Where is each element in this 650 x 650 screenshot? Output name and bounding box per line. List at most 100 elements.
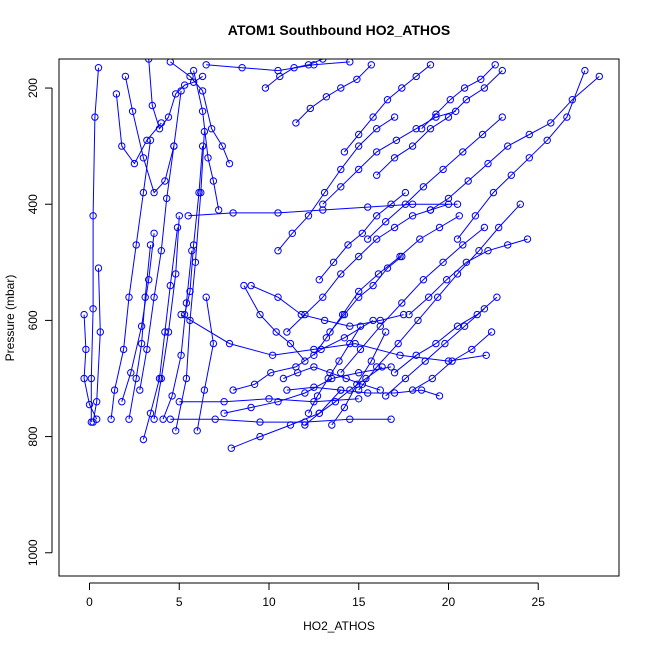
data-point (247, 281, 255, 290)
data-point (355, 369, 363, 377)
data-point (398, 299, 406, 307)
data-point (80, 310, 88, 319)
data-point (125, 415, 133, 423)
data-point (107, 415, 115, 423)
data-point (265, 395, 273, 403)
data-point (390, 154, 399, 162)
data-point (130, 159, 139, 168)
data-point (304, 409, 313, 417)
data-point (268, 351, 277, 359)
data-point (399, 310, 408, 319)
data-point (478, 130, 487, 139)
data-point (189, 66, 198, 75)
series-line-53 (206, 61, 350, 72)
series-line-33 (385, 308, 485, 397)
data-point (143, 345, 151, 354)
data-point (452, 107, 460, 116)
data-point (227, 444, 236, 452)
data-point (128, 107, 137, 116)
data-point (331, 398, 340, 406)
data-point (475, 247, 483, 255)
series-line-44 (295, 64, 372, 124)
data-point (315, 276, 323, 284)
data-point (112, 90, 121, 98)
data-point (229, 209, 237, 217)
data-point (412, 125, 420, 133)
data-point (310, 351, 318, 359)
data-point (301, 418, 309, 426)
plot-frame (58, 58, 620, 577)
series-line-46 (188, 203, 458, 217)
data-point (462, 258, 471, 266)
data-point (426, 206, 435, 214)
data-point (189, 78, 198, 86)
series-line-23 (250, 285, 404, 327)
data-point (355, 287, 363, 296)
series-line-36 (408, 238, 528, 315)
data-point (346, 415, 354, 423)
data-point (93, 398, 101, 406)
data-point (408, 200, 417, 208)
series-line-10 (162, 250, 193, 420)
data-point (328, 421, 336, 429)
data-point (202, 293, 210, 301)
data-point (435, 392, 444, 400)
data-point (373, 212, 381, 220)
data-point (247, 403, 255, 412)
series-line-39 (430, 76, 600, 211)
data-point (256, 418, 264, 426)
series-line-13 (196, 297, 214, 431)
y-axis-label: Pressure (mbar) (3, 275, 17, 362)
data-point (408, 142, 417, 150)
data-point (547, 119, 555, 127)
data-point (390, 369, 399, 377)
data-point (421, 357, 429, 365)
data-point (132, 374, 140, 383)
data-point (166, 415, 175, 423)
data-point (398, 252, 406, 261)
data-point (443, 276, 451, 284)
data-point (164, 328, 173, 336)
data-point (198, 142, 207, 150)
data-point (382, 328, 390, 336)
data-point (166, 59, 174, 66)
data-point (157, 247, 166, 255)
data-point (118, 142, 126, 150)
data-point (383, 264, 392, 272)
series-line-34 (394, 296, 498, 374)
data-point (186, 316, 194, 325)
data-point (595, 72, 603, 81)
data-point (373, 235, 381, 243)
data-point (256, 432, 264, 441)
data-point (301, 357, 309, 365)
data-point (493, 293, 501, 301)
data-point (337, 270, 345, 278)
data-point (448, 357, 456, 365)
data-point (351, 339, 359, 348)
data-point (200, 386, 209, 394)
data-point (498, 66, 506, 75)
data-point (460, 322, 469, 330)
data-point (367, 61, 375, 69)
data-point (390, 389, 399, 397)
data-point (125, 293, 133, 301)
data-point (563, 113, 571, 121)
data-point (414, 316, 422, 325)
data-point (346, 322, 354, 330)
data-point (480, 305, 489, 313)
data-point (161, 177, 169, 185)
data-point (319, 200, 327, 208)
data-point (416, 235, 424, 243)
data-point (504, 241, 512, 249)
data-point (337, 369, 345, 377)
data-point (329, 258, 338, 266)
data-point (313, 392, 322, 400)
data-point (85, 400, 94, 409)
data-point (193, 427, 201, 435)
data-point (89, 418, 97, 426)
data-point (394, 339, 402, 348)
data-point (274, 209, 282, 217)
data-point (382, 218, 390, 226)
data-point (387, 200, 395, 208)
x-tick-label: 20 (442, 595, 456, 609)
